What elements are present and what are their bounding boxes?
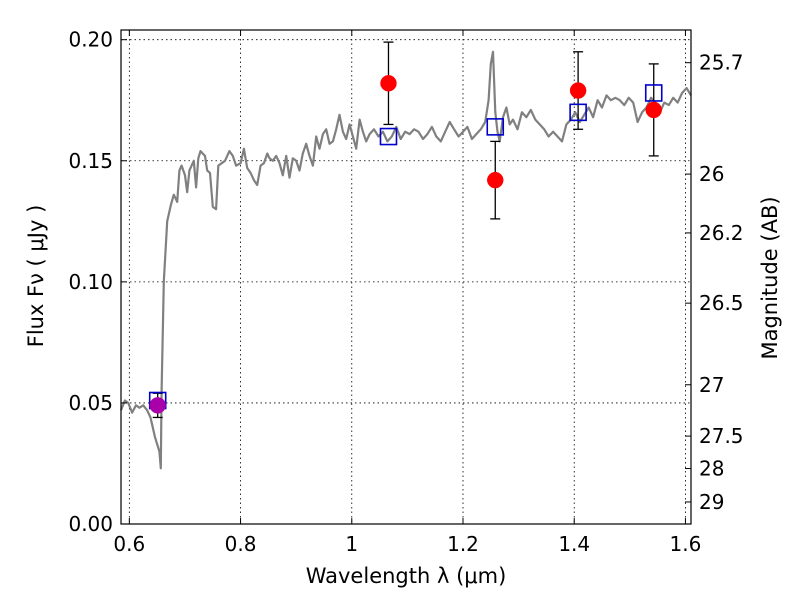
x-tick-label: 0.6	[113, 532, 145, 556]
x-tick-label: 1.6	[670, 532, 702, 556]
magnitude-tick-label: 26.2	[699, 221, 744, 245]
x-tick-label: 1.4	[558, 532, 590, 556]
tick-layer	[121, 30, 691, 525]
observed-photometry-point	[487, 171, 504, 189]
observed-photometry-point	[149, 397, 166, 414]
model-spectrum-layer	[119, 50, 692, 470]
observed-photometry-point	[569, 82, 587, 99]
observed-photometry-point	[645, 101, 662, 119]
y-tick-label: 0.05	[68, 391, 113, 415]
magnitude-tick-labels: 25.7 26 26.2 26.5 27 27.5 28 29	[699, 51, 744, 514]
magnitude-tick-label: 25.7	[699, 51, 744, 75]
error-bar-layer	[152, 41, 659, 419]
model-photometry-square	[486, 118, 505, 136]
y-tick-label: 0.15	[68, 149, 113, 173]
plot-frame	[120, 29, 692, 525]
x-tick-label: 1.2	[447, 532, 479, 556]
y-tick-label: 0.10	[68, 270, 113, 294]
y-tick-label: 0.00	[68, 512, 113, 536]
magnitude-tick-label: 26.5	[699, 291, 744, 315]
x-tick-labels: 0.6 0.8 1 1.2 1.4 1.6	[113, 532, 701, 556]
model-spectrum-line	[119, 50, 692, 470]
model-photometry-layer	[148, 84, 663, 410]
x-tick-label: 1	[345, 532, 358, 556]
magnitude-tick-label: 27.5	[699, 424, 744, 448]
model-photometry-square	[379, 127, 398, 146]
y-axis-label: Flux Fν ( μJy )	[24, 205, 48, 348]
model-photometry-square	[644, 84, 663, 102]
observed-photometry-layer	[149, 75, 662, 414]
y-tick-label: 0.20	[68, 28, 113, 52]
grid-layer	[121, 30, 691, 524]
magnitude-tick-label: 27	[699, 373, 724, 397]
magnitude-tick-label: 26	[699, 162, 724, 186]
right-axis-label: Magnitude (AB)	[758, 196, 782, 359]
y-tick-labels: 0.00 0.05 0.10 0.15 0.20	[68, 28, 113, 536]
magnitude-tick-label: 29	[699, 490, 724, 514]
magnitude-tick-label: 28	[699, 457, 724, 481]
x-axis-label: Wavelength λ (μm)	[306, 564, 507, 588]
observed-photometry-point	[380, 75, 397, 92]
model-photometry-square	[569, 103, 587, 122]
x-tick-label: 0.8	[225, 532, 257, 556]
